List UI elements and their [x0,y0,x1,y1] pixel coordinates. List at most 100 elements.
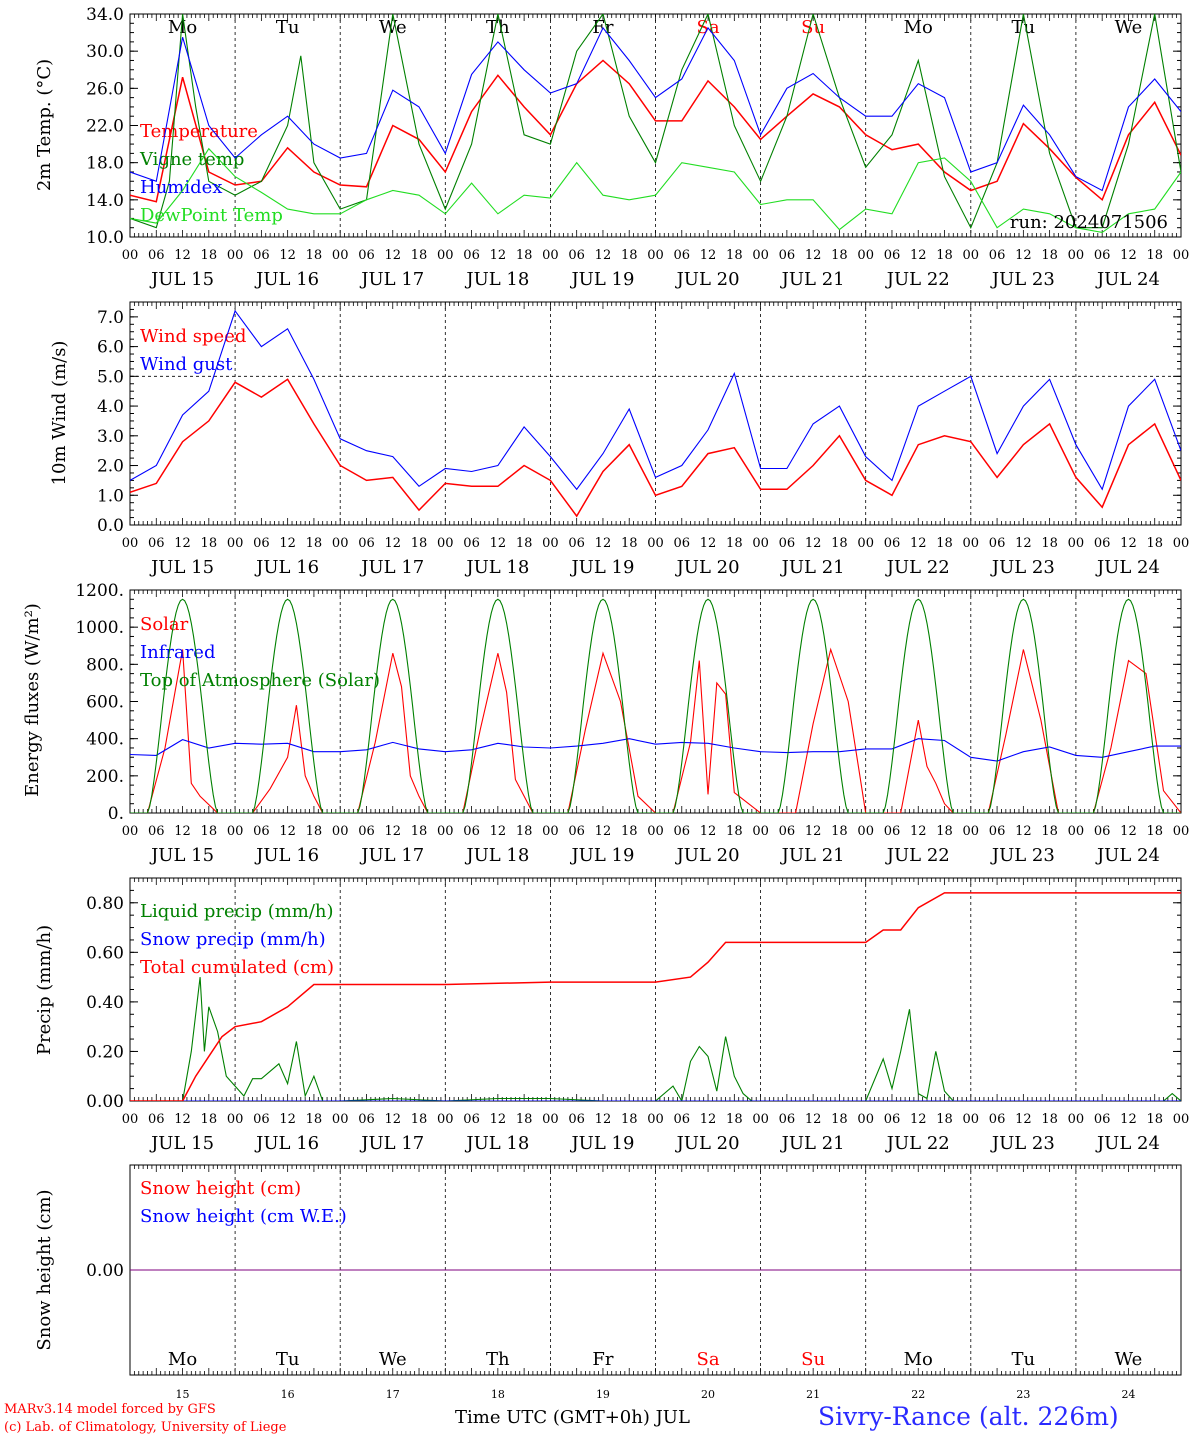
hour-label: 18 [831,1112,848,1127]
hour-label: 06 [253,1112,270,1127]
hour-label: 00 [542,824,559,839]
series-line-wind-gust [130,309,1181,491]
date-label: JUL 16 [254,845,319,866]
day-of-week-label: Tu [1012,1349,1036,1370]
y-tick-label: 22.0 [86,117,124,137]
hour-label: 18 [936,1112,953,1127]
y-tick-label: 4.0 [97,397,124,417]
hour-label: 12 [174,536,191,551]
y-axis-label: Energy fluxes (W/m²) [22,603,43,797]
hour-label: 12 [490,824,507,839]
date-label: JUL 18 [464,1133,529,1154]
hour-label: 18 [1146,536,1163,551]
run-annotation: run: 2024071506 [1010,212,1168,233]
date-label: JUL 22 [885,1133,950,1154]
hour-label: 12 [490,536,507,551]
date-label: JUL 22 [885,557,950,578]
y-axis-label: 2m Temp. (°C) [34,59,55,191]
hour-label: 00 [122,536,139,551]
hour-label: 00 [437,1112,454,1127]
hour-label: 12 [700,824,717,839]
hour-label: 18 [516,824,533,839]
hour-label: 18 [831,824,848,839]
y-tick-label: 34.0 [86,5,124,25]
hour-label: 00 [542,536,559,551]
legend-entry: Vigne temp [139,149,244,170]
hour-label: 18 [936,824,953,839]
day-number-label: 20 [701,1388,715,1401]
day-of-week-label: We [379,17,407,38]
date-label: JUL 16 [254,269,319,290]
hour-label: 18 [201,824,218,839]
date-label: JUL 20 [675,557,740,578]
hour-label: 06 [989,824,1006,839]
hour-label: 06 [358,248,375,263]
legend-entry: Wind speed [140,326,246,347]
hour-label: 00 [857,248,874,263]
hour-label: 00 [227,1112,244,1127]
hour-label: 00 [857,536,874,551]
hour-label: 00 [437,824,454,839]
hour-label: 12 [805,536,822,551]
model-credit: MARv3.14 model forced by GFS [4,1402,216,1417]
day-of-week-label: Sa [697,1349,720,1370]
y-tick-label: 1200. [75,581,124,601]
y-tick-label: 0.20 [86,1042,124,1062]
day-of-week-label: Mo [168,1349,197,1370]
date-label: JUL 23 [990,1133,1055,1154]
legend-entry: Humidex [140,177,222,198]
hour-label: 00 [227,536,244,551]
day-number-label: 21 [806,1388,820,1401]
hour-label: 06 [989,536,1006,551]
hour-label: 12 [910,824,927,839]
hour-label: 00 [332,536,349,551]
y-tick-label: 0.00 [86,1261,124,1281]
y-tick-label: 30.0 [86,42,124,62]
y-tick-label: 0. [108,804,124,824]
hour-label: 18 [201,248,218,263]
hour-label: 12 [384,536,401,551]
hour-label: 06 [989,248,1006,263]
hour-label: 18 [1041,824,1058,839]
hour-label: 00 [857,1112,874,1127]
hour-label: 12 [279,248,296,263]
series-line-wind-speed [130,378,1181,518]
day-of-week-label: Th [486,17,510,38]
hour-label: 12 [1015,248,1032,263]
hour-label: 00 [752,536,769,551]
hour-label: 00 [752,824,769,839]
hour-label: 06 [358,536,375,551]
hour-label: 18 [411,536,428,551]
date-label: JUL 21 [780,557,845,578]
hour-label: 06 [884,1112,901,1127]
hour-label: 12 [1015,824,1032,839]
y-tick-label: 18.0 [86,154,124,174]
legend-entry: Liquid precip (mm/h) [140,901,334,922]
legend-entry: Snow height (cm) [140,1178,301,1199]
y-tick-label: 10.0 [86,228,124,248]
y-tick-label: 6.0 [97,338,124,358]
date-label: JUL 23 [990,845,1055,866]
hour-label: 18 [516,1112,533,1127]
day-of-week-label: Fr [592,1349,613,1370]
hour-label: 00 [963,536,980,551]
day-of-week-label: We [379,1349,407,1370]
hour-label: 18 [516,536,533,551]
hour-label: 12 [1015,1112,1032,1127]
hour-label: 00 [647,1112,664,1127]
hour-label: 18 [306,248,323,263]
hour-label: 12 [1015,536,1032,551]
hour-label: 06 [568,536,585,551]
hour-label: 06 [568,248,585,263]
hour-label: 00 [227,248,244,263]
y-tick-label: 1.0 [97,486,124,506]
day-of-week-label: Th [486,1349,510,1370]
hour-label: 12 [279,1112,296,1127]
hour-label: 06 [989,1112,1006,1127]
hour-label: 18 [726,248,743,263]
date-label: JUL 22 [885,845,950,866]
date-label: JUL 19 [569,1133,634,1154]
hour-label: 00 [963,248,980,263]
hour-label: 00 [122,1112,139,1127]
hour-label: 12 [700,1112,717,1127]
